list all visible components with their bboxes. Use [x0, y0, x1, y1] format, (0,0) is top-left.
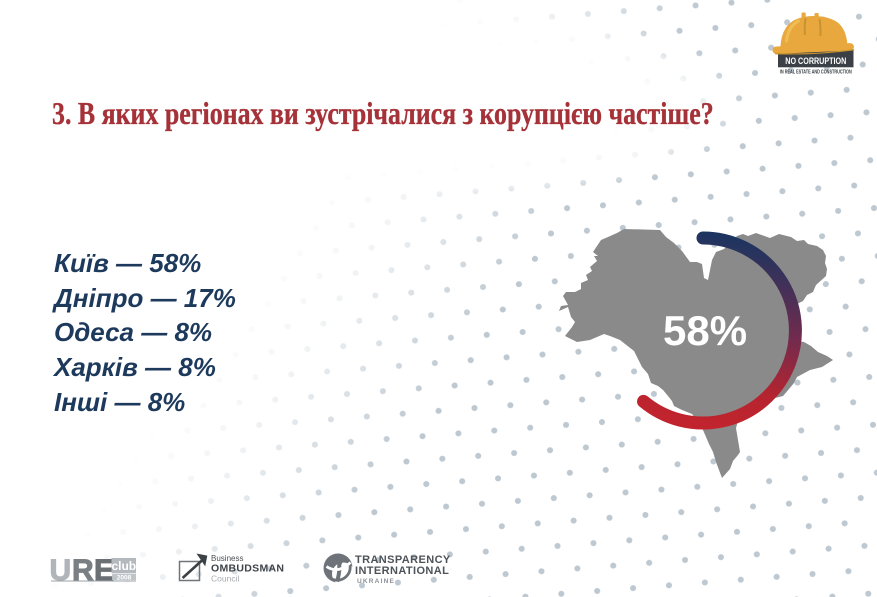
svg-text:OMBUDSMAN: OMBUDSMAN [211, 562, 284, 574]
svg-text:IN REAL ESTATE AND CONSTRUCTIO: IN REAL ESTATE AND CONSTRUCTION [780, 70, 852, 76]
svg-text:NO CORRUPTION: NO CORRUPTION [785, 56, 846, 66]
svg-text:E: E [94, 554, 114, 585]
svg-text:TRANSPARENCY: TRANSPARENCY [355, 554, 451, 566]
svg-text:Council: Council [211, 573, 239, 583]
svg-text:UKRAINE: UKRAINE [357, 578, 395, 585]
svg-text:INTERNATIONAL: INTERNATIONAL [355, 565, 449, 577]
svg-text:R: R [72, 554, 94, 585]
svg-text:U: U [50, 554, 72, 585]
svg-text:club: club [111, 559, 136, 573]
svg-text:Business: Business [211, 554, 243, 563]
svg-text:2008: 2008 [117, 574, 132, 581]
